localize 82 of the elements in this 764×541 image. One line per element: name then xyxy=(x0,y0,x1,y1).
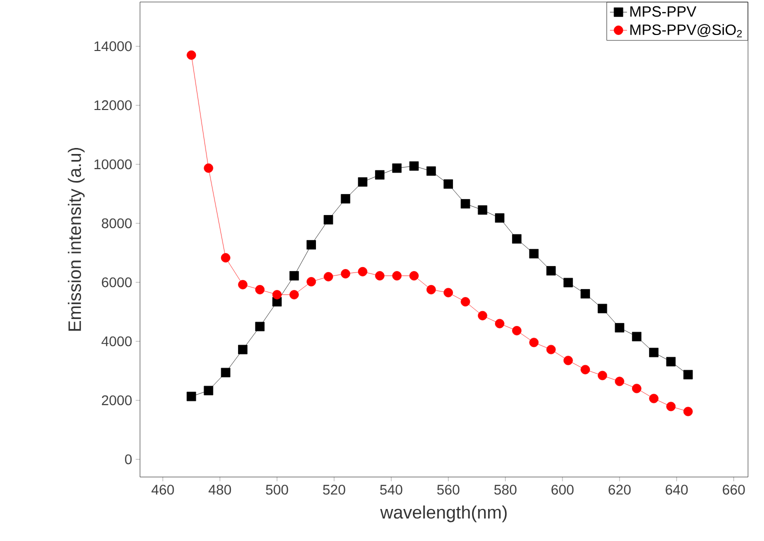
point xyxy=(529,248,539,258)
x-tick-label: 620 xyxy=(608,484,631,495)
y-tick-label: 10000 xyxy=(94,159,132,170)
point xyxy=(238,344,248,354)
point xyxy=(220,253,230,262)
point xyxy=(409,271,419,280)
point xyxy=(426,284,436,294)
point xyxy=(289,290,299,300)
point xyxy=(614,323,624,332)
y-tick-label: 4000 xyxy=(102,336,132,346)
point xyxy=(324,272,334,282)
x-tick-label: 460 xyxy=(152,484,174,495)
y-tick-label: 14000 xyxy=(94,41,132,52)
point xyxy=(186,50,196,60)
point xyxy=(546,344,556,354)
point xyxy=(494,213,504,223)
y-tick-label: 0 xyxy=(125,454,132,464)
point xyxy=(358,266,368,276)
point xyxy=(409,161,419,171)
y-axis-title: Emission intensity (a.u) xyxy=(68,148,85,331)
point xyxy=(375,170,384,180)
point xyxy=(529,338,539,348)
point xyxy=(340,269,350,278)
point xyxy=(426,166,436,176)
point xyxy=(358,177,368,187)
point xyxy=(255,322,265,332)
point xyxy=(460,199,470,208)
point xyxy=(580,364,590,374)
point xyxy=(478,310,488,320)
point xyxy=(238,280,248,290)
point xyxy=(478,205,488,215)
point xyxy=(392,163,402,173)
y-tick-label: 6000 xyxy=(102,277,132,288)
legend-label: MPS-PPV xyxy=(630,6,696,17)
point xyxy=(649,348,658,358)
point xyxy=(460,297,470,306)
point xyxy=(649,394,658,404)
point xyxy=(598,304,608,314)
point xyxy=(563,356,573,366)
point xyxy=(632,384,642,394)
point xyxy=(580,289,590,298)
point xyxy=(512,234,522,244)
x-tick-label: 600 xyxy=(552,484,574,495)
x-tick-label: 520 xyxy=(323,484,346,495)
y-tick-label: 12000 xyxy=(94,100,132,110)
point xyxy=(614,376,624,386)
point xyxy=(444,288,453,298)
point xyxy=(666,356,676,366)
point xyxy=(289,271,299,280)
point xyxy=(255,284,265,294)
x-tick-label: 480 xyxy=(208,484,232,495)
legend-label: MPS-PPV@SiO$_{2}$ xyxy=(630,24,742,38)
point xyxy=(186,392,196,402)
point xyxy=(272,290,282,300)
point xyxy=(324,215,334,224)
point xyxy=(220,368,230,378)
x-tick-label: 560 xyxy=(437,484,460,495)
x-tick-label: 540 xyxy=(380,484,402,495)
y-tick-label: 8000 xyxy=(102,218,132,228)
point xyxy=(512,326,522,336)
point xyxy=(494,318,504,328)
x-tick-label: 500 xyxy=(266,484,288,495)
point xyxy=(444,179,453,189)
point xyxy=(683,370,693,380)
x-tick-label: 640 xyxy=(666,484,688,495)
point xyxy=(598,370,608,380)
point xyxy=(563,278,573,288)
x-axis-title: wavelength(nm) xyxy=(380,505,507,522)
point xyxy=(306,277,316,286)
x-tick-label: 580 xyxy=(494,484,516,495)
point xyxy=(392,271,402,280)
point xyxy=(632,332,642,342)
point xyxy=(306,240,316,250)
point xyxy=(666,402,676,412)
point xyxy=(340,194,350,204)
point xyxy=(546,266,556,276)
point xyxy=(204,386,214,396)
y-tick-label: 2000 xyxy=(102,395,132,406)
point xyxy=(204,163,214,173)
point xyxy=(375,271,384,280)
x-tick-label: 660 xyxy=(722,484,745,495)
point xyxy=(683,406,693,416)
